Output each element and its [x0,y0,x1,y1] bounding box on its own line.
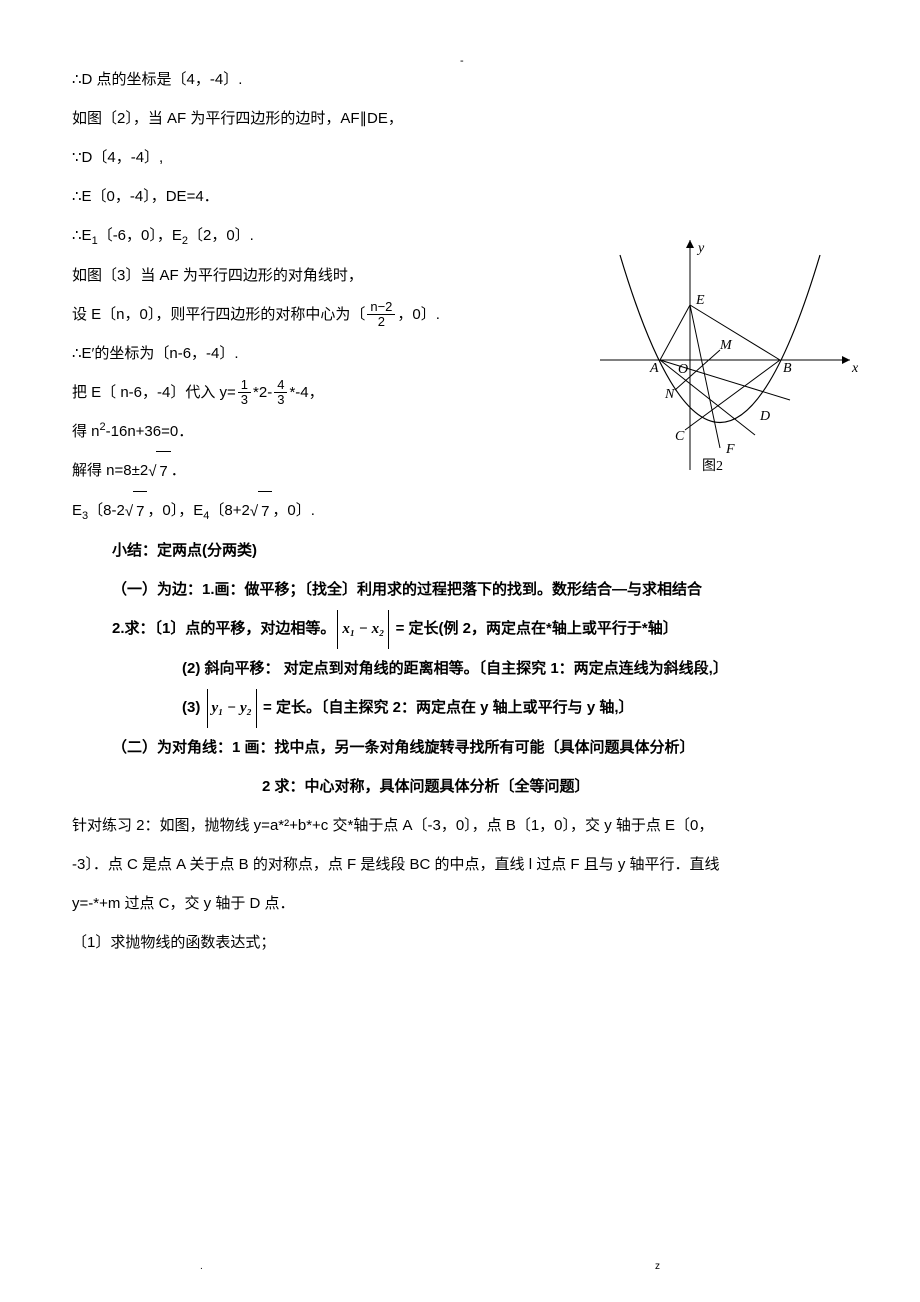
l11-post: ． [171,462,186,479]
l7-frac: n−22 [367,300,395,330]
l9-den2: 3 [274,393,287,407]
l17-abs: y₁ − y₂ [207,689,257,728]
l11-rad: 7 [156,451,170,491]
x-arrow [842,356,850,364]
l9-pre: 把 E〔 n-6，-4〕代入 y= [72,384,236,401]
label-B: B [783,361,792,376]
l12-rad2: 7 [258,491,272,531]
footer-right: z [655,1261,660,1272]
line-4: ∴E〔0，-4〕，DE=4． [72,177,848,216]
l12-mid1: 〔8-2 [88,502,125,519]
line-15: 2.求：〔1〕点的平移，对边相等。x₁ − x₂ = 定长(例 2，两定点在*轴… [72,609,848,649]
l10-post: -16n+36=0． [106,423,194,440]
l5-mid: 〔-6，0〕，E [98,227,182,244]
l12-sqrt2: √7 [250,491,273,531]
footer-left: . [200,1261,203,1272]
l15-post: = 定长(例 2，两定点在*轴上或平行于*轴〕 [391,620,677,637]
l12-rad1: 7 [133,491,147,531]
line-20: 针对练习 2：如图，抛物线 y=a*²+b*+c 交*轴于点 A〔-3，0〕，点… [72,806,848,845]
l9-den1: 3 [238,393,251,407]
line-18: （二）为对角线：1 画：找中点，另一条对角线旋转寻找所有可能〔具体问题具体分析〕 [72,728,848,767]
figure-2: y x E A O M B N C D F 图2 [590,220,870,490]
l9-post: *-4， [289,384,323,401]
line-17: (3) y₁ − y₂ = 定长。〔自主探究 2：两定点在 y 轴上或平行与 y… [72,688,848,728]
l9-mid: *2- [253,384,272,401]
line-19: 2 求：中心对称，具体问题具体分析〔全等问题〕 [72,767,848,806]
line-12: E3〔8-2√7，0〕，E4〔8+2√7，0〕. [72,491,848,531]
l5-post: 〔2，0〕. [188,227,254,244]
line-3: ∵D〔4，-4〕, [72,138,848,177]
label-y: y [696,241,705,256]
label-C: C [675,429,685,444]
l12-mid3: 〔8+2 [209,502,249,519]
label-F: F [725,442,735,457]
line-e-b [690,305,780,360]
l9-num2: 4 [274,378,287,393]
line-13: 小结：定两点(分两类) [72,531,848,570]
l7-pre: 设 E〔n，0〕，则平行四边形的对称中心为〔 [72,306,365,323]
label-D: D [759,409,770,424]
figure-caption: 图2 [702,459,723,474]
y-arrow [686,240,694,248]
l17-post: = 定长。〔自主探究 2：两定点在 y 轴上或平行与 y 轴,〕 [259,699,634,716]
l11-sqrt: √7 [148,451,171,491]
label-A: A [649,361,659,376]
line-14: （一）为边：1.画：做平移；〔找全〕利用求的过程把落下的找到。数形结合—与求相结… [72,570,848,609]
l17-pre: (3) [182,699,205,716]
l9-frac2: 43 [274,378,287,408]
label-x: x [851,361,859,376]
label-N: N [664,387,675,402]
l9-frac1: 13 [238,378,251,408]
line-23: 〔1〕求抛物线的函数表达式； [72,923,848,962]
line-e-a [660,305,690,360]
label-E: E [695,293,705,308]
line-21: -3〕．点 C 是点 A 关于点 B 的对称点，点 F 是线段 BC 的中点，直… [72,845,848,884]
l7-num: n−2 [367,300,395,315]
figure-svg: y x E A O M B N C D F 图2 [590,220,870,490]
l12-pre: E [72,502,82,519]
l7-den: 2 [367,315,395,329]
l12-sqrt1: √7 [125,491,148,531]
l15-abs: x₁ − x₂ [337,610,389,649]
l15-pre: 2.求：〔1〕点的平移，对边相等。 [112,620,335,637]
line-e-f [690,305,720,448]
line-2: 如图〔2〕，当 AF 为平行四边形的边时，AF∥DE， [72,99,848,138]
l10-pre: 得 n [72,423,100,440]
l12-post: ，0〕. [272,502,315,519]
line-16: (2) 斜向平移： 对定点到对角线的距离相等。〔自主探究 1：两定点连线为斜线段… [72,649,848,688]
line-22: y=-*+m 过点 C，交 y 轴于 D 点． [72,884,848,923]
l12-mid2: ，0〕，E [147,502,203,519]
top-dash: - [460,55,464,67]
l5-pre: ∴E [72,227,92,244]
l9-num1: 1 [238,378,251,393]
l11-pre: 解得 n=8±2 [72,462,148,479]
label-O: O [678,362,688,377]
label-M: M [719,338,733,353]
l7-post: ，0〕. [397,306,440,323]
